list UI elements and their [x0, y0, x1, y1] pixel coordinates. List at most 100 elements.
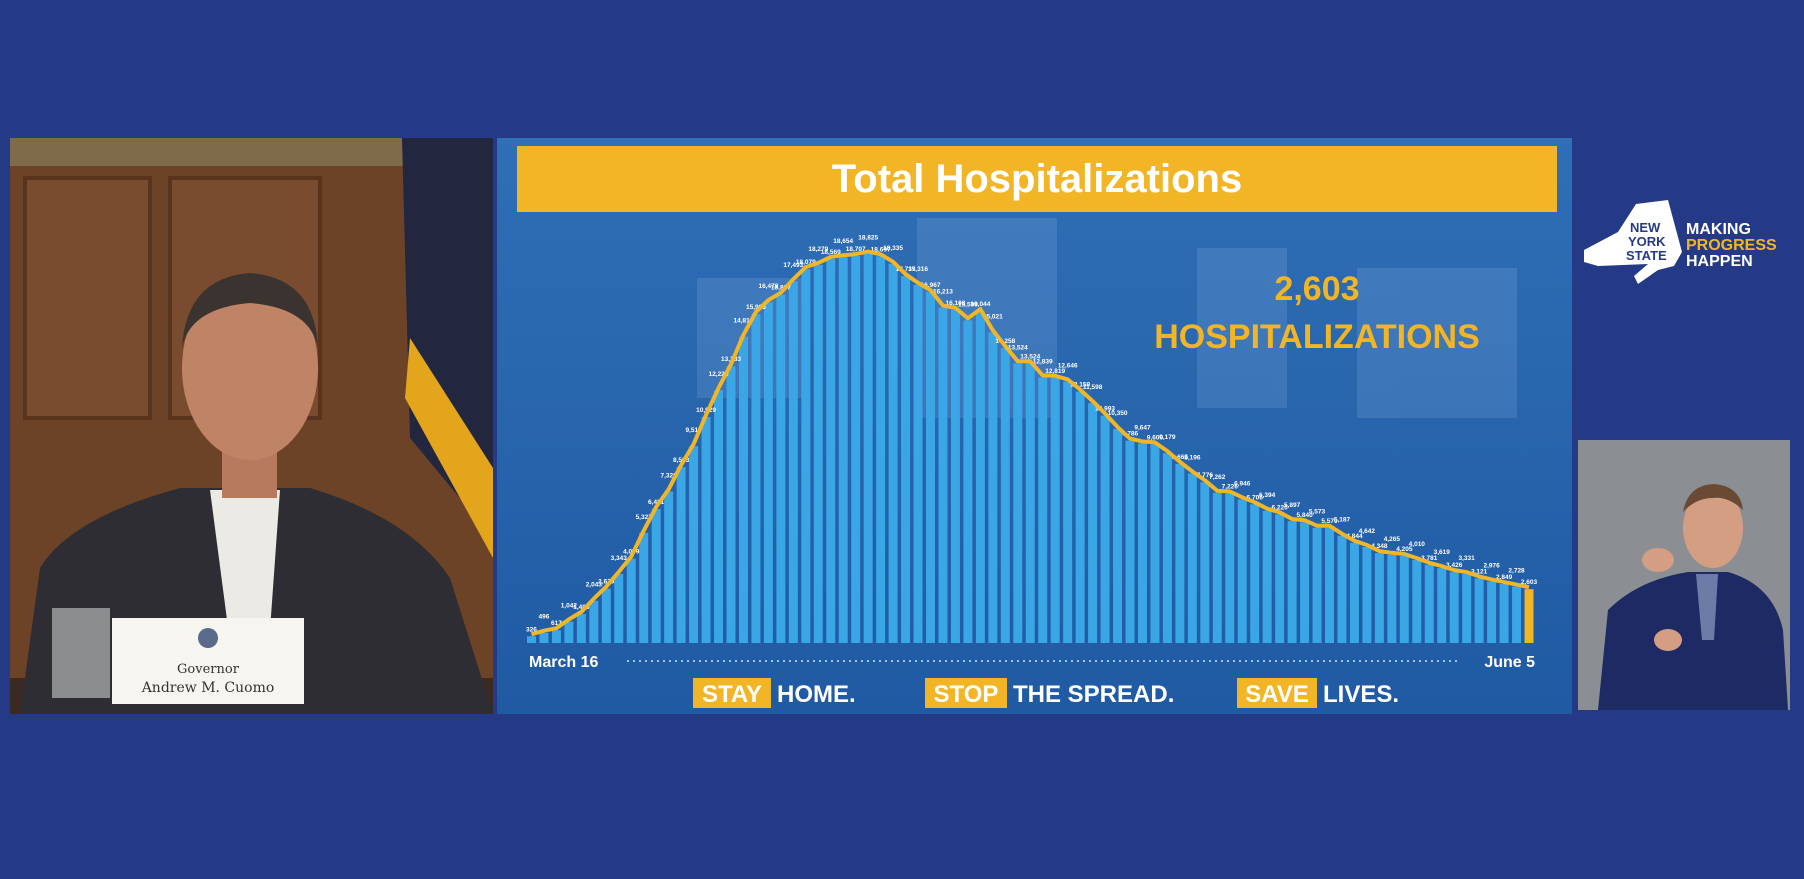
bar-value-label: 3,619: [1434, 549, 1451, 556]
bar: [701, 416, 711, 643]
bar: [950, 309, 960, 643]
bar-value-label: 7,328: [661, 472, 678, 479]
bar-value-label: 11,598: [1083, 384, 1103, 391]
bar: [963, 320, 973, 643]
bar: [601, 588, 611, 643]
bar: [564, 621, 574, 643]
bar: [1000, 348, 1010, 643]
bar: [576, 613, 586, 643]
bar-value-label: 4,265: [1384, 536, 1401, 543]
bar: [614, 573, 624, 643]
bar-value-label: 4,844: [1346, 533, 1363, 540]
speaker-video: Governor Andrew M. Cuomo: [10, 138, 493, 714]
bar-value-label: 10,993: [1095, 406, 1115, 413]
bar: [1038, 377, 1048, 643]
bar: [1150, 444, 1160, 643]
bar: [1063, 381, 1073, 643]
bar: [1125, 440, 1135, 643]
bar: [1325, 527, 1334, 643]
bar-value-label: 9,647: [1134, 424, 1151, 431]
bar: [1137, 443, 1147, 643]
bar-value-label: 10,350: [1108, 410, 1128, 417]
bar-value-label: 18,335: [883, 245, 903, 252]
bar-value-label: 16,103: [945, 300, 965, 307]
tagline-rest-2: THE SPREAD.: [1013, 681, 1174, 708]
bar: [626, 558, 636, 643]
bar-value-label: 5,327: [636, 514, 653, 521]
bar: [1162, 453, 1172, 643]
bar-value-label: 18,654: [833, 238, 853, 245]
bar-value-label: 5,840: [1296, 512, 1313, 519]
bar: [589, 600, 599, 643]
bar-value-label: 16,044: [970, 301, 990, 308]
bar-value-label: 2,629: [598, 579, 615, 586]
bar-value-label: 14,258: [995, 338, 1015, 345]
bar: [726, 366, 736, 643]
bar: [926, 292, 935, 643]
logo-slogan-word-1: MAKING: [1686, 221, 1751, 238]
bar: [776, 294, 786, 643]
bar: [851, 256, 861, 643]
bar-value-label: 16,837: [771, 285, 791, 292]
bar-value-label: 18,697: [871, 246, 891, 253]
bar-value-label: 17,316: [908, 266, 928, 273]
bar: [1374, 553, 1384, 643]
logo-slogan-word-2: PROGRESS: [1686, 237, 1777, 254]
bar-value-label: 1,406: [573, 604, 590, 611]
bar: [763, 302, 773, 643]
bar: [1175, 463, 1185, 643]
bar-value-label: 15,905: [746, 304, 766, 311]
bar: [527, 636, 536, 643]
logo-state-word-2: YORK: [1628, 234, 1666, 249]
bar: [1362, 546, 1372, 643]
bar: [1088, 403, 1098, 643]
bar-value-label: 6,394: [1259, 492, 1276, 499]
tagline-highlight-3: SAVE: [1245, 681, 1309, 708]
bar-value-label: 17,493: [783, 262, 803, 269]
bar-value-label: 2,976: [1483, 562, 1500, 569]
bar: [551, 630, 561, 643]
bar-value-label: 18,825: [858, 235, 878, 242]
bar-value-label: 13,524: [1020, 353, 1040, 360]
bar-value-label: 4,010: [1409, 541, 1426, 548]
bar: [676, 467, 686, 643]
bar: [1100, 415, 1110, 643]
bar: [1250, 504, 1260, 643]
bar-value-label: 617: [551, 620, 562, 627]
bar: [714, 390, 724, 643]
bar-value-label: 9,786: [1122, 431, 1139, 438]
bar-value-label: 7,776: [1197, 472, 1214, 479]
bar-value-label: 18,707: [846, 246, 866, 253]
bar-value-label: 6,220: [1271, 504, 1288, 511]
tagline-highlight-box: [1237, 678, 1317, 708]
bar: [1512, 586, 1522, 643]
bar: [788, 281, 798, 643]
bar: [1187, 473, 1197, 643]
bar: [975, 311, 985, 643]
bar-value-label: 16,967: [921, 282, 941, 289]
bar-value-label: 3,331: [1459, 555, 1476, 562]
headline-text: HOSPITALIZATIONS: [1154, 318, 1480, 356]
bar-value-label: 3,343: [611, 555, 628, 562]
bar-value-label: 16,213: [933, 289, 953, 296]
bar-value-label: 496: [539, 614, 550, 621]
bar-value-label: 2,603: [1521, 579, 1538, 586]
headline-number: 2,603: [1274, 270, 1359, 308]
bar-value-label: 18,279: [808, 246, 828, 253]
bar: [888, 263, 898, 643]
bar: [826, 258, 836, 643]
bar-value-label: 4,642: [1359, 528, 1376, 535]
nameplate-line1: Governor: [177, 662, 240, 677]
interpreter-video: [1578, 440, 1790, 710]
bar: [1300, 522, 1310, 643]
bar-value-label: 12,819: [1045, 368, 1065, 375]
hospitalizations-chart: Total Hospitalizations 2,603 HOSPITALIZA…: [497, 138, 1572, 714]
bar: [651, 508, 661, 643]
bar-value-label: 5,897: [1284, 502, 1301, 509]
bar-value-label: 326: [526, 626, 537, 633]
bar-value-label: 4,348: [1371, 543, 1388, 550]
bar: [1462, 574, 1472, 643]
ny-state-shape-icon: [1584, 200, 1682, 284]
bar: [1499, 584, 1509, 643]
tagline-rest-1: HOME.: [777, 681, 856, 708]
